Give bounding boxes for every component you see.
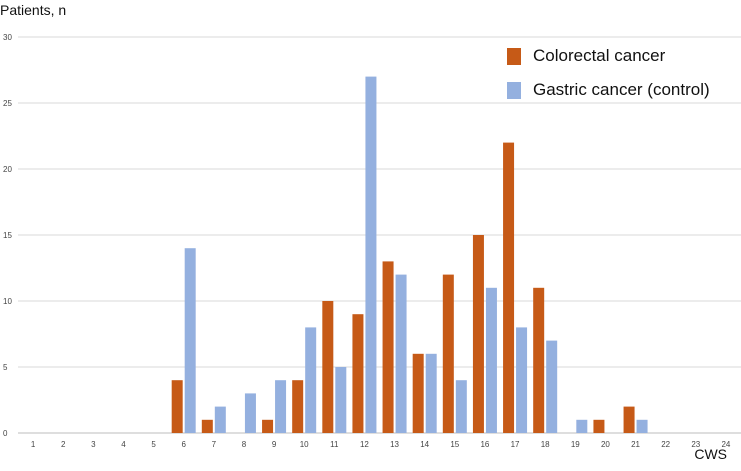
x-tick-label-4: 4 — [121, 440, 126, 449]
y-tick-label-25: 25 — [3, 99, 12, 108]
bar-gastric-cws-10 — [305, 327, 317, 433]
x-tick-label-23: 23 — [691, 440, 700, 449]
y-tick-label-30: 30 — [3, 33, 12, 42]
bar-colorectal-cws-16 — [472, 235, 484, 433]
x-tick-label-19: 19 — [571, 440, 580, 449]
bar-colorectal-cws-17 — [503, 142, 515, 433]
bar-gastric-cws-19 — [576, 419, 588, 433]
x-tick-label-6: 6 — [181, 440, 186, 449]
x-tick-label-7: 7 — [212, 440, 217, 449]
bar-gastric-cws-11 — [335, 367, 347, 433]
x-tick-label-1: 1 — [31, 440, 36, 449]
x-tick-label-11: 11 — [330, 440, 339, 449]
bar-gastric-cws-14 — [425, 353, 437, 433]
y-tick-label-0: 0 — [3, 429, 8, 438]
y-tick-label-5: 5 — [3, 363, 8, 372]
x-tick-label-15: 15 — [450, 440, 459, 449]
bar-colorectal-cws-20 — [593, 419, 605, 433]
bar-colorectal-cws-14 — [412, 353, 424, 433]
y-tick-label-15: 15 — [3, 231, 12, 240]
x-tick-label-20: 20 — [601, 440, 610, 449]
bar-colorectal-cws-13 — [382, 261, 394, 433]
legend: Colorectal cancer Gastric cancer (contro… — [507, 46, 710, 114]
bar-gastric-cws-15 — [455, 380, 467, 433]
x-tick-label-9: 9 — [272, 440, 277, 449]
y-axis-title: Patients, n — [0, 2, 67, 18]
x-tick-label-22: 22 — [661, 440, 670, 449]
bar-gastric-cws-13 — [395, 274, 407, 433]
legend-swatch-colorectal — [507, 47, 521, 65]
bar-colorectal-cws-7 — [201, 419, 213, 433]
x-tick-label-14: 14 — [420, 440, 429, 449]
x-tick-label-13: 13 — [390, 440, 399, 449]
legend-label-colorectal: Colorectal cancer — [533, 46, 666, 65]
y-tick-label-20: 20 — [3, 165, 12, 174]
bar-gastric-cws-8 — [244, 393, 256, 433]
x-tick-label-18: 18 — [541, 440, 550, 449]
bar-colorectal-cws-10 — [292, 380, 304, 433]
bar-colorectal-cws-11 — [322, 301, 334, 433]
bar-colorectal-cws-9 — [262, 419, 274, 433]
bar-gastric-cws-6 — [184, 248, 196, 433]
x-tick-label-16: 16 — [480, 440, 489, 449]
bar-colorectal-cws-6 — [171, 380, 183, 433]
x-tick-label-10: 10 — [300, 440, 309, 449]
x-tick-label-21: 21 — [631, 440, 640, 449]
bar-gastric-cws-12 — [365, 76, 377, 433]
bar-colorectal-cws-15 — [442, 274, 454, 433]
x-tick-label-5: 5 — [151, 440, 156, 449]
bar-gastric-cws-16 — [485, 287, 497, 433]
legend-item-colorectal: Colorectal cancer — [507, 46, 710, 66]
x-tick-label-2: 2 — [61, 440, 66, 449]
bar-gastric-cws-18 — [546, 340, 558, 433]
x-tick-label-12: 12 — [360, 440, 369, 449]
legend-item-gastric: Gastric cancer (control) — [507, 80, 710, 100]
x-axis-title: CWS — [694, 446, 727, 462]
bar-colorectal-cws-12 — [352, 314, 364, 433]
bar-gastric-cws-21 — [636, 419, 648, 433]
legend-label-gastric: Gastric cancer (control) — [533, 80, 710, 99]
y-tick-label-10: 10 — [3, 297, 12, 306]
legend-swatch-gastric — [507, 81, 521, 99]
x-tick-label-17: 17 — [511, 440, 520, 449]
x-tick-label-24: 24 — [721, 440, 730, 449]
x-tick-label-8: 8 — [242, 440, 247, 449]
bar-gastric-cws-17 — [516, 327, 528, 433]
x-tick-label-3: 3 — [91, 440, 96, 449]
bar-gastric-cws-7 — [214, 406, 226, 433]
bar-colorectal-cws-18 — [533, 287, 545, 433]
bar-colorectal-cws-21 — [623, 406, 635, 433]
bar-gastric-cws-9 — [275, 380, 287, 433]
